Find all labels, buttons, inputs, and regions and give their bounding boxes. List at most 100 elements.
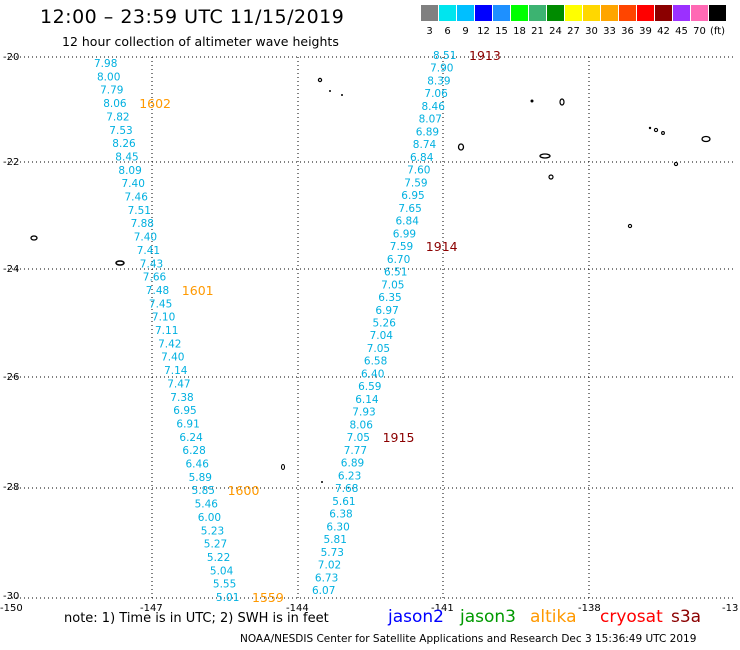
wave-height-value: 7.65 [398,203,421,215]
wave-height-value: 7.90 [430,63,453,75]
wave-height-value: 7.42 [158,338,181,350]
scale-swatch-6 [529,5,546,21]
island [317,77,323,83]
wave-height-value: 7.88 [131,218,154,230]
lon-label: -147 [140,603,163,614]
island [548,174,554,180]
wave-height-value: 7.46 [125,192,149,204]
wave-height-value: 6.07 [312,585,335,597]
wave-height-value: 7.05 [367,343,390,355]
wave-height-value: 6.51 [384,267,407,279]
time-label: 1602 [139,96,171,111]
wave-height-value: 5.04 [210,565,234,577]
map-subtitle: 12 hour collection of altimeter wave hei… [62,34,339,49]
scale-label-11: 36 [621,26,634,37]
wave-height-value: 7.66 [143,272,167,284]
wave-height-value: 6.46 [186,459,210,471]
wave-height-value: 7.53 [109,125,132,137]
wave-height-value: 5.55 [213,579,236,591]
wave-height-value: 7.05 [347,432,370,444]
time-label: 1914 [426,239,458,254]
lon-label: -141 [431,603,454,614]
scale-label-12: 39 [639,26,652,37]
wave-height-value: 5.46 [195,499,219,511]
wave-height-value: 6.99 [393,228,416,240]
wave-height-value: 7.06 [424,88,448,100]
island [653,127,659,133]
island [457,143,465,151]
wave-height-value: 6.91 [176,419,199,431]
wave-height-value: 7.48 [146,285,169,297]
wave-height-value: 8.74 [413,139,437,151]
scale-label-13: 42 [657,26,670,37]
credit-line: NOAA/NESDIS Center for Satellite Applica… [240,633,697,645]
scale-label-10: 33 [603,26,616,37]
lon-label: -13 [722,603,738,614]
wave-height-value: 6.00 [198,512,221,524]
island [661,131,665,135]
wave-height-value: 7.02 [318,560,341,572]
time-label: 1913 [469,48,501,63]
satellite-legend-jason3: jason3 [460,607,516,627]
scale-swatch-16 [709,5,726,21]
scale-label-15: 70 [693,26,706,37]
scale-swatch-1 [439,5,456,21]
wave-height-value: 7.59 [390,241,413,253]
wave-height-value: 7.59 [404,177,427,189]
lat-label: -20 [3,52,19,63]
lon-label: -138 [578,603,601,614]
map-title: 12:00 – 23:59 UTC 11/15/2019 [40,6,345,28]
scale-label-2: 9 [462,26,469,37]
satellite-legend-altika: altika [530,607,577,627]
islands-layer [30,77,711,483]
scale-label-5: 18 [513,26,526,37]
footer-note: note: 1) Time is in UTC; 2) SWH is in fe… [64,611,329,626]
lat-label: -28 [3,482,19,493]
wave-height-value: 6.38 [329,509,352,521]
satellite-legend-cryosat: cryosat [600,607,663,627]
scale-swatch-12 [637,5,654,21]
scale-label-6: 21 [531,26,544,37]
wave-height-value: 8.39 [427,76,450,88]
wave-height-value: 6.23 [338,470,361,482]
wave-height-value: 5.26 [373,318,397,330]
wave-height-value: 7.45 [149,298,172,310]
wave-height-value: 7.43 [140,258,163,270]
wave-height-value: 7.05 [381,279,404,291]
lat-label: -30 [3,591,19,602]
island [280,463,286,471]
island [539,153,551,159]
wave-height-value: 8.45 [115,151,138,163]
wave-height-value: 7.47 [167,378,190,390]
scale-label-9: 30 [585,26,598,37]
scale-swatch-13 [655,5,672,21]
wave-height-value: 6.84 [410,152,434,164]
wave-height-value: 5.01 [216,592,239,604]
wave-height-value: 7.41 [137,245,160,257]
wave-height-value: 7.79 [100,85,123,97]
lat-label: -22 [3,157,19,168]
map-grid [8,56,735,600]
wave-height-value: 6.14 [355,394,379,406]
wave-height-value: 7.98 [94,58,117,70]
wave-height-value: 7.60 [407,165,430,177]
satellite-legend-jason2: jason2 [388,607,444,627]
island [30,235,38,241]
satellite-legend-s3a: s3a [671,607,702,627]
wave-height-value: 6.28 [182,445,205,457]
wave-height-value: 8.09 [118,165,141,177]
wave-height-value: 7.40 [161,352,184,364]
wave-height-value: 5.81 [324,534,347,546]
wave-height-value: 8.07 [419,114,442,126]
wave-height-value: 7.14 [164,365,188,377]
wave-height-value: 5.23 [201,525,224,537]
scale-swatch-4 [493,5,510,21]
wave-height-value: 6.97 [375,305,398,317]
wave-height-value: 8.51 [433,50,456,62]
wave-height-value: 6.35 [378,292,401,304]
scale-swatch-5 [511,5,528,21]
wave-height-value: 8.00 [97,71,120,83]
wave-height-value: 6.73 [315,572,338,584]
wave-height-value: 8.46 [422,101,446,113]
scale-label-3: 12 [477,26,490,37]
